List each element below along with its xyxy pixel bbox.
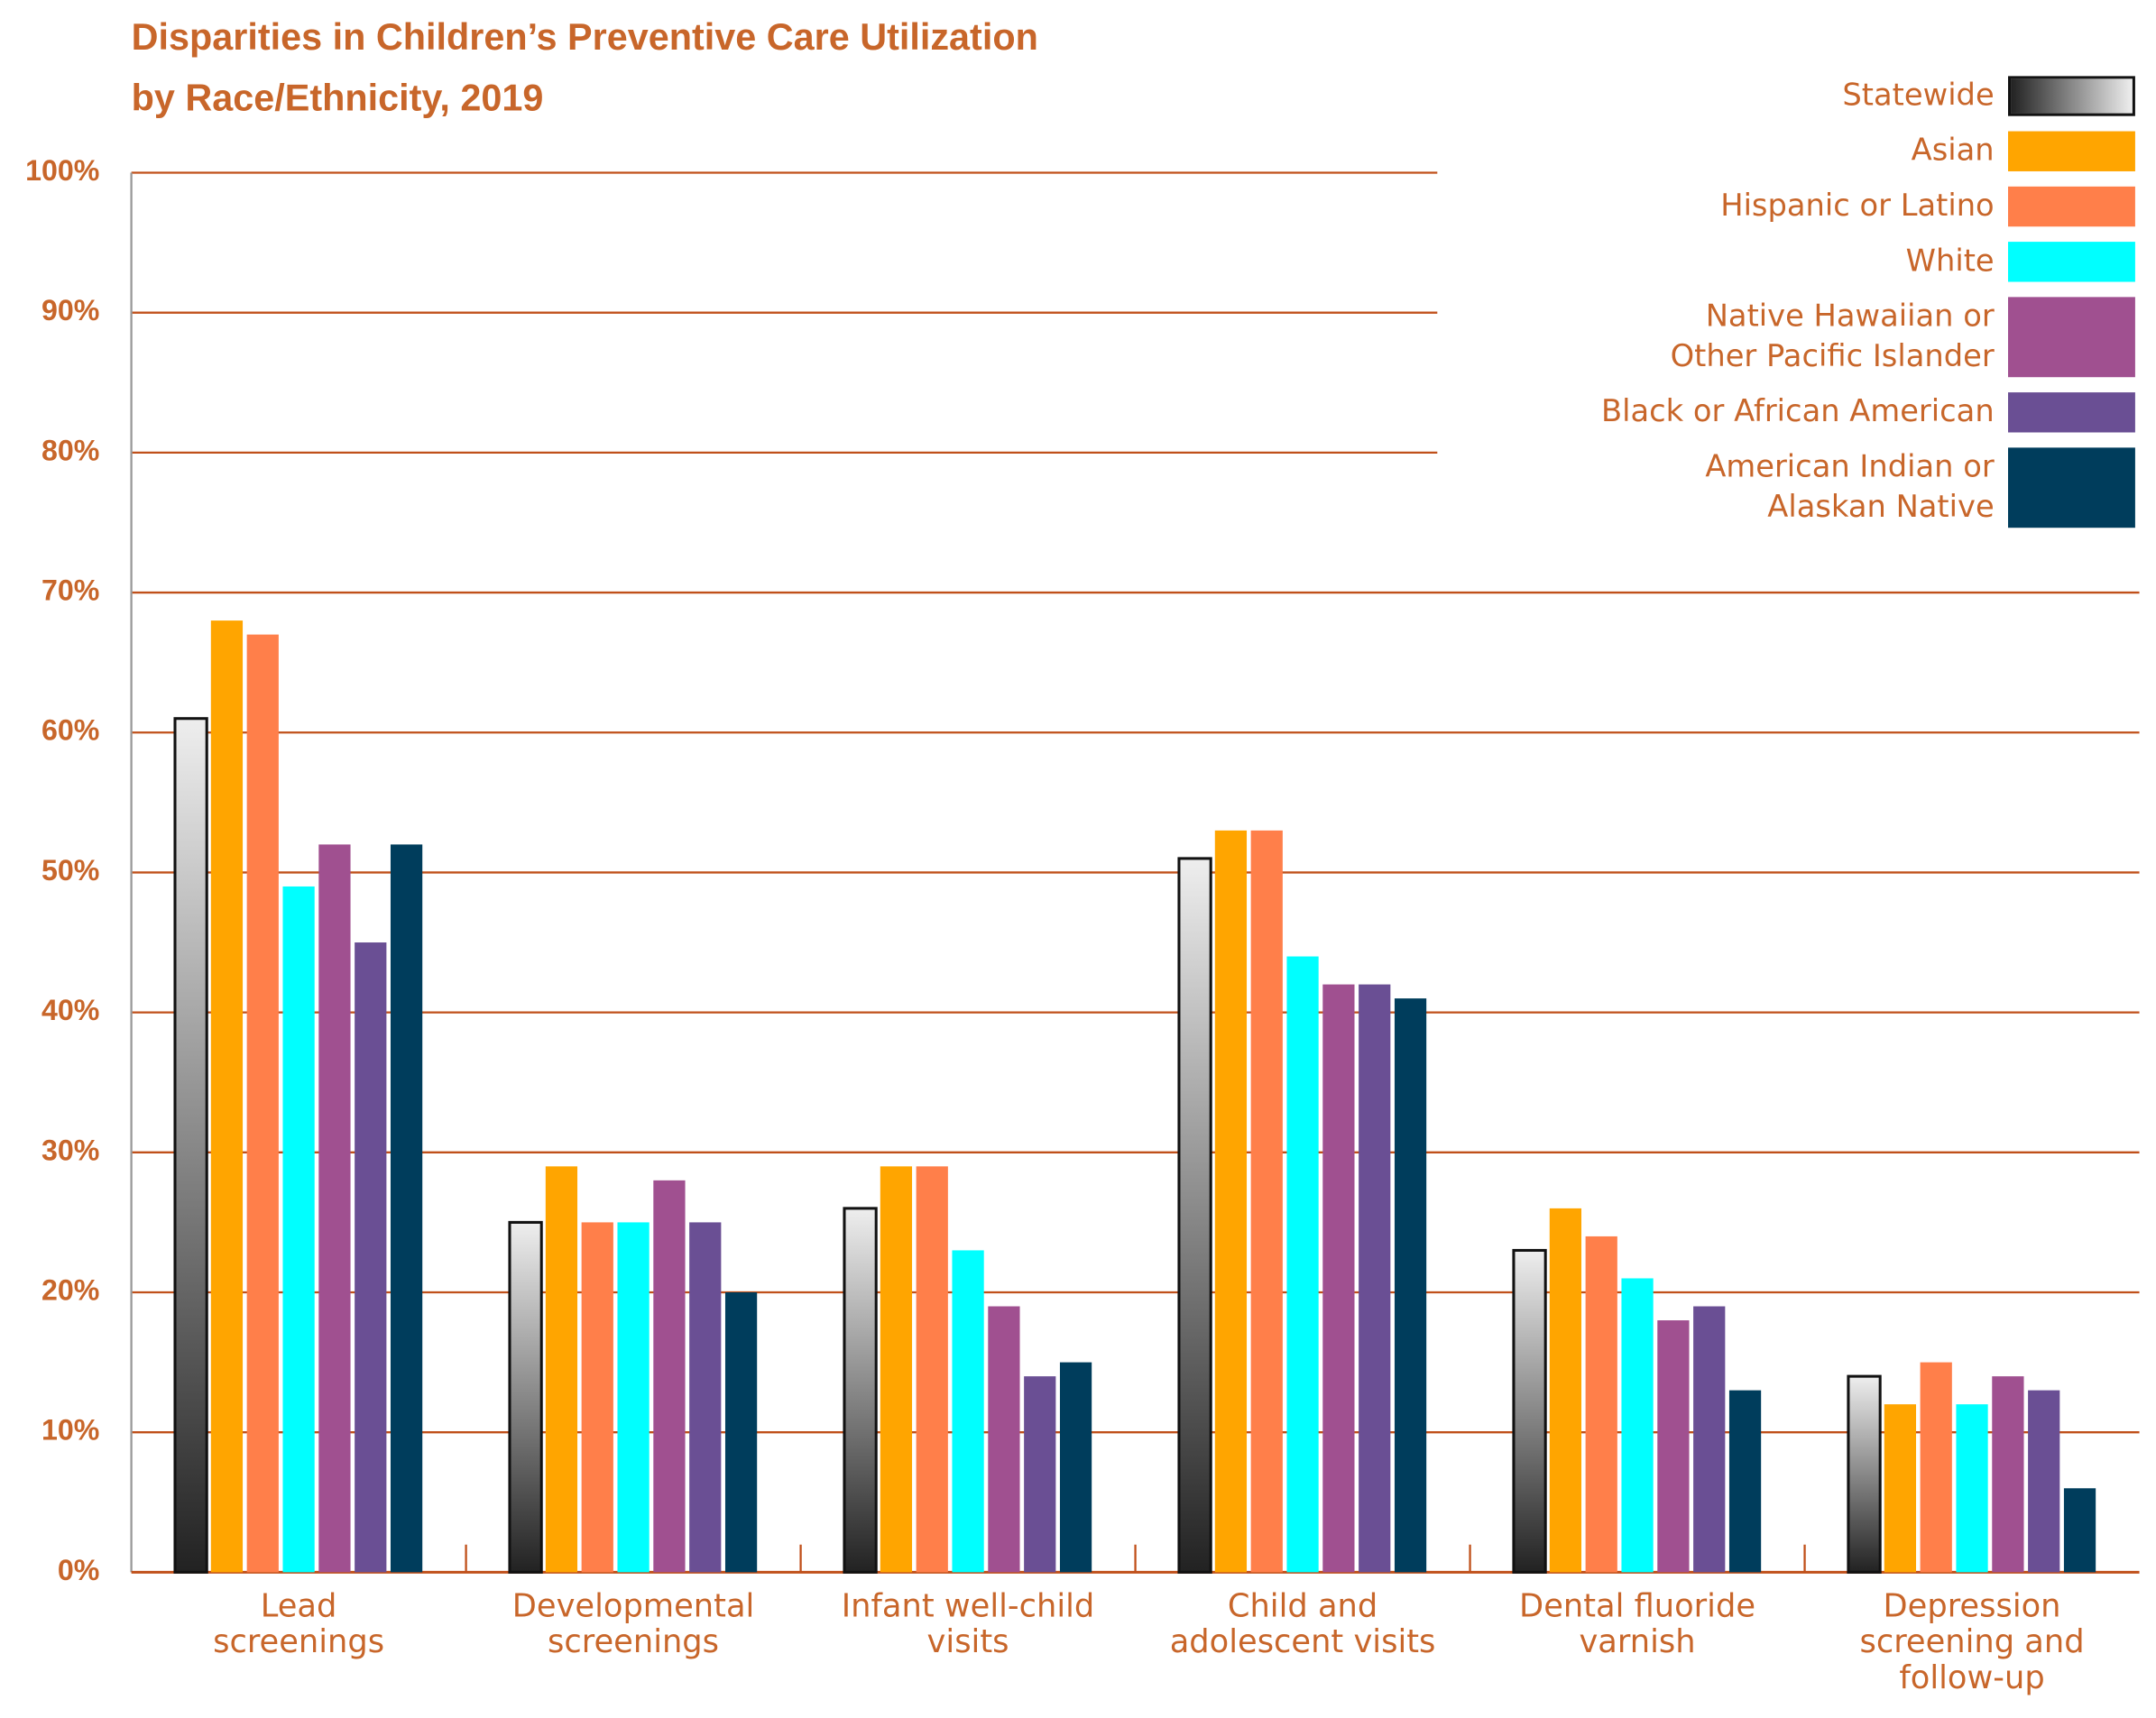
- legend-swatch: [2008, 242, 2135, 282]
- chart-title: Disparities in Children’s Preventive Car…: [131, 16, 1038, 119]
- y-tick-label: 40%: [41, 994, 99, 1026]
- bar: [1992, 1376, 2024, 1573]
- y-tick-label: 0%: [58, 1554, 99, 1586]
- legend-swatch: [2008, 297, 2135, 378]
- bar: [210, 620, 244, 1573]
- bar: [1920, 1362, 1952, 1573]
- bar: [545, 1166, 578, 1573]
- legend-swatch: [2008, 186, 2135, 227]
- legend-item: Native Hawaiian or Other Pacific Islande…: [1437, 297, 2135, 378]
- bar: [246, 634, 279, 1573]
- x-label-box: Child and adolescent visits: [1169, 1588, 1436, 1661]
- x-label-box: Depression screening and follow-up: [1859, 1588, 2085, 1697]
- legend-label: American Indian or Alaskan Native: [1705, 450, 1995, 526]
- bar: [689, 1222, 722, 1573]
- bar: [1322, 984, 1355, 1573]
- legend-label: Native Hawaiian or Other Pacific Islande…: [1670, 299, 1995, 375]
- bar: [1250, 830, 1283, 1573]
- bar: [1847, 1374, 1882, 1574]
- bar: [2063, 1488, 2096, 1573]
- legend-item: Asian: [1437, 131, 2135, 171]
- legend-label: Asian: [1911, 133, 1995, 169]
- x-label-box: Infant well-child visits: [841, 1588, 1095, 1661]
- bar: [880, 1166, 913, 1573]
- y-tick-label: 10%: [41, 1414, 99, 1447]
- legend-swatch: [2008, 131, 2135, 171]
- bar: [1728, 1390, 1762, 1573]
- y-tick-label: 80%: [41, 434, 99, 466]
- bar: [916, 1166, 948, 1573]
- bar: [1214, 830, 1248, 1573]
- x-tick-label: Depression screening and follow-up: [1859, 1588, 2085, 1697]
- bar: [1177, 857, 1212, 1574]
- bar: [1059, 1362, 1092, 1573]
- legend-item: Hispanic or Latino: [1437, 186, 2135, 227]
- bar: [1512, 1248, 1547, 1574]
- legend-list: Statewide Asian Hispanic or Latino White Nat…: [1437, 76, 2135, 528]
- legend-label: Hispanic or Latino: [1720, 188, 1995, 225]
- bar: [988, 1306, 1020, 1573]
- legend: Statewide Asian Hispanic or Latino White Nat…: [1437, 76, 2135, 528]
- legend-swatch: [2008, 392, 2135, 433]
- y-tick-label: 100%: [25, 154, 99, 187]
- x-tick-label: Developmental screenings: [511, 1588, 755, 1661]
- bar: [843, 1207, 878, 1574]
- bar: [390, 844, 423, 1573]
- x-label-box: Developmental screenings: [511, 1588, 755, 1661]
- legend-swatch: [2008, 447, 2135, 528]
- bar: [2028, 1390, 2060, 1573]
- bar: [173, 717, 208, 1574]
- bar: [508, 1220, 543, 1574]
- x-tick-label: Dental fluoride varnish: [1519, 1588, 1755, 1661]
- x-label-box: Dental fluoride varnish: [1519, 1588, 1755, 1661]
- legend-item: White: [1437, 242, 2135, 282]
- y-tick-label: 90%: [41, 294, 99, 326]
- bar: [1549, 1208, 1582, 1573]
- bar: [1394, 998, 1427, 1573]
- bar: [1585, 1236, 1617, 1573]
- bar: [282, 886, 315, 1573]
- x-label-box: Lead screenings: [213, 1588, 385, 1661]
- x-tick-label: Child and adolescent visits: [1169, 1588, 1436, 1661]
- legend-label: Black or African American: [1601, 395, 1995, 430]
- bar: [1286, 956, 1319, 1573]
- legend-item: Statewide: [1437, 76, 2135, 116]
- bar: [653, 1180, 686, 1573]
- y-tick-label: 20%: [41, 1274, 99, 1307]
- bar: [1657, 1320, 1690, 1573]
- x-tick-label: Lead screenings: [213, 1588, 385, 1661]
- bar: [617, 1222, 650, 1573]
- x-tick-label: Infant well-child visits: [841, 1588, 1095, 1661]
- bar: [355, 942, 387, 1573]
- legend-item: American Indian or Alaskan Native: [1437, 447, 2135, 528]
- bar: [318, 844, 351, 1573]
- bar: [724, 1292, 758, 1573]
- legend-label: Statewide: [1842, 78, 1995, 114]
- legend-item: Black or African American: [1437, 392, 2135, 433]
- bar: [952, 1250, 984, 1573]
- y-tick-label: 70%: [41, 574, 99, 607]
- bar: [1884, 1404, 1917, 1573]
- legend-label: White: [1905, 244, 1995, 280]
- title-box: Disparities in Children’s Preventive Car…: [131, 16, 1038, 119]
- bar: [1956, 1404, 1988, 1573]
- legend-swatch: [2008, 76, 2135, 116]
- y-tick-label: 60%: [41, 714, 99, 747]
- y-tick-label: 30%: [41, 1134, 99, 1166]
- y-tick-label: 50%: [41, 854, 99, 887]
- bar: [581, 1222, 613, 1573]
- bar: [1359, 984, 1391, 1573]
- bar: [1693, 1306, 1726, 1573]
- bar: [1621, 1278, 1654, 1573]
- bar: [1024, 1376, 1056, 1573]
